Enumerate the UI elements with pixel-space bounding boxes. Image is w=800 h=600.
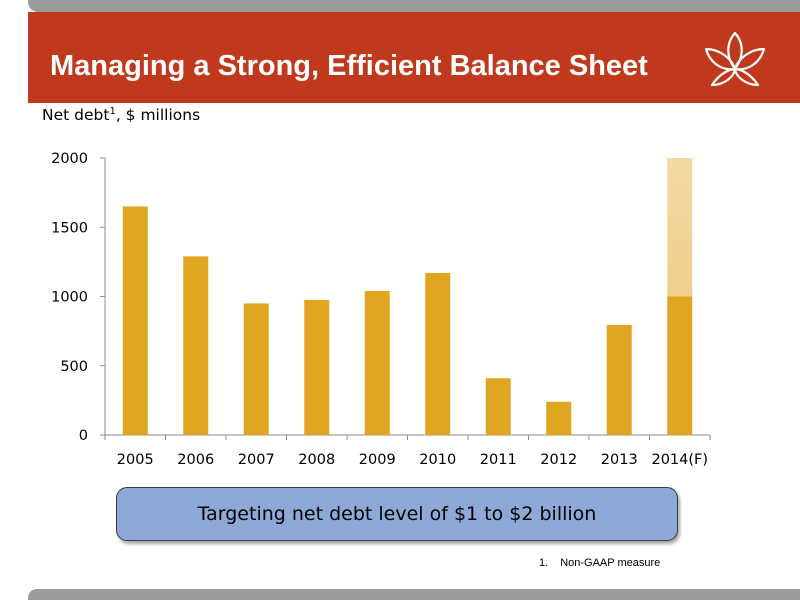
bar-2006 [183, 256, 209, 435]
y-tick-label: 1000 [51, 290, 88, 306]
forecast-range-bar [667, 158, 693, 297]
x-tick-label: 2009 [359, 452, 396, 468]
title-bar: Managing a Strong, Efficient Balance She… [28, 12, 800, 103]
bar-2014f [667, 296, 693, 435]
bar-2013 [606, 324, 632, 435]
y-tick-label: 500 [60, 359, 88, 375]
bar-2010 [425, 272, 451, 435]
top-decorative-strip [28, 0, 800, 12]
bar-2011 [485, 378, 511, 435]
x-tick-label: 2013 [601, 452, 638, 468]
x-tick-label: 2014(F) [651, 452, 708, 468]
y-tick-label: 0 [79, 428, 88, 444]
bottom-decorative-strip [28, 589, 800, 600]
x-tick-label: 2006 [177, 452, 214, 468]
caption-unit: , $ millions [115, 106, 201, 125]
chart-axis-caption: Net debt1, $ millions [42, 106, 200, 124]
x-tick-label: 2012 [540, 452, 577, 468]
bar-2005 [122, 206, 148, 435]
bar-2012 [546, 401, 572, 435]
footnote-marker: 1 [109, 106, 116, 117]
x-tick-label: 2008 [298, 452, 335, 468]
net-debt-bar-chart: 0 500 1000 1500 2000 2005 2006 2007 2008 2009 2010… [51, 151, 711, 468]
x-tick-label: 2007 [238, 452, 275, 468]
lotus-flower-icon [704, 31, 766, 87]
y-tick-label: 2000 [51, 151, 88, 167]
footnote-number: 1. [539, 557, 549, 569]
x-tick-label: 2005 [117, 452, 154, 468]
callout-text: Targeting net debt level of $1 to $2 bil… [197, 503, 597, 525]
bar-2007 [243, 303, 269, 435]
x-tick-label: 2010 [419, 452, 456, 468]
page-title: Managing a Strong, Efficient Balance She… [50, 50, 648, 82]
caption-text: Net debt [42, 106, 110, 125]
footnote-text: Non-GAAP measure [560, 557, 661, 569]
y-tick-label: 1500 [51, 220, 88, 236]
bar-2009 [364, 290, 390, 435]
x-tick-label: 2011 [480, 452, 517, 468]
target-callout-box: Targeting net debt level of $1 to $2 bil… [116, 487, 678, 541]
bar-2008 [304, 299, 330, 435]
footnote: 1. Non-GAAP measure [539, 557, 660, 569]
